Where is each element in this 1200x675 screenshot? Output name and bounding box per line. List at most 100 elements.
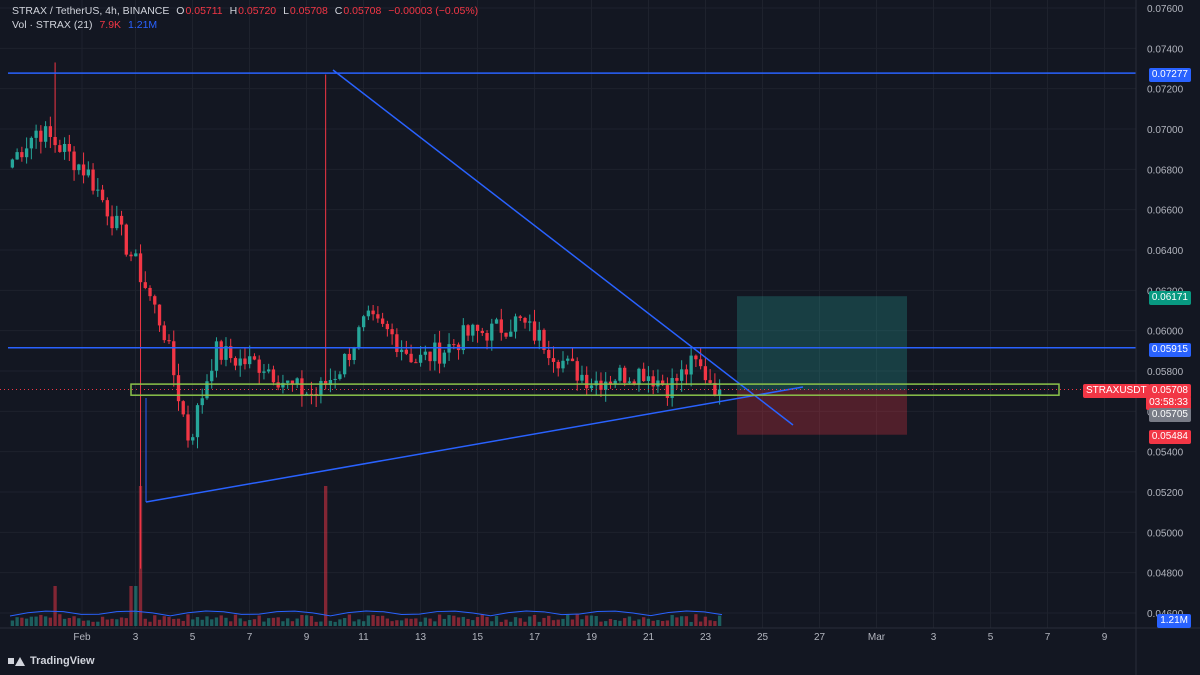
candle-body (300, 378, 304, 396)
candle-body (34, 130, 38, 138)
candle-body (580, 374, 584, 381)
volume-bar (608, 618, 613, 626)
candle-body (342, 353, 347, 375)
target-price-tag: 0.06171 (1148, 291, 1191, 305)
candle-body (703, 366, 708, 381)
volume-bar (342, 618, 347, 626)
volume-bar (423, 617, 427, 626)
candle-body (81, 164, 86, 176)
volume-bar (67, 617, 71, 626)
volume-bar (713, 621, 717, 626)
descending-trendline[interactable] (332, 69, 794, 426)
candle-body (504, 332, 508, 337)
take-profit-zone[interactable] (737, 296, 907, 391)
volume-bar (162, 616, 166, 626)
volume-bar (376, 616, 380, 626)
volume-bar (589, 615, 594, 626)
volume-bar (404, 618, 409, 626)
candle-body (153, 296, 157, 305)
candle-body (257, 359, 261, 373)
time-tick-label: 7 (247, 632, 253, 643)
time-tick-label: 5 (988, 632, 994, 643)
candle-body (708, 380, 712, 383)
volume-bar (418, 621, 423, 626)
time-tick-label: 9 (1102, 632, 1108, 643)
time-tick-label: 23 (700, 632, 712, 643)
volume-bar (229, 621, 233, 626)
candle-body (585, 374, 589, 389)
candle-body (679, 369, 684, 381)
volume-bar (134, 586, 138, 626)
candle-body (547, 349, 551, 359)
candle-body (509, 331, 513, 337)
resistance-mid-tag: 0.05915 (1148, 343, 1191, 357)
volume-bar (471, 620, 475, 626)
volume-bar (537, 621, 541, 626)
volume-bar (86, 620, 90, 626)
volume-bar (442, 618, 446, 626)
candle-body (229, 346, 233, 359)
price-tick-label: 0.07600 (1147, 4, 1184, 15)
candle-body (594, 380, 598, 386)
candle-body (485, 333, 489, 341)
candle-body (224, 346, 228, 360)
ascending-trendline[interactable] (145, 386, 804, 503)
price-tick-label: 0.06800 (1147, 165, 1184, 176)
candle-body (466, 325, 470, 336)
candle-body (53, 136, 57, 146)
candle-body (452, 344, 456, 346)
candle-body (200, 398, 204, 406)
volume-value: 7.9K (99, 19, 122, 31)
time-tick-label: Mar (868, 632, 886, 643)
volume-bar (238, 618, 242, 626)
tradingview-logo[interactable]: TradingView (8, 655, 95, 667)
candle-body (608, 381, 613, 384)
volume-bar (513, 617, 518, 626)
volume-bar (129, 586, 133, 626)
volume-bar (556, 619, 560, 626)
volume-bar (637, 619, 641, 626)
candle-body (556, 361, 560, 369)
candle-body (646, 376, 651, 382)
candle-body (404, 349, 409, 354)
volume-bar (352, 621, 356, 626)
stop-loss-zone[interactable] (737, 390, 907, 435)
volume-bar (532, 614, 537, 626)
volume-bar (148, 621, 152, 626)
time-tick-label: 11 (358, 632, 369, 643)
support-zone-box[interactable] (130, 383, 1060, 396)
volume-bar (433, 621, 437, 626)
candle-body (395, 334, 399, 353)
candle-body (637, 368, 641, 385)
candle-body (167, 340, 171, 342)
price-tick-label: 0.05000 (1147, 528, 1184, 539)
volume-bar (703, 616, 708, 626)
volume-bar (262, 621, 266, 626)
volume-bar (181, 620, 185, 626)
volume-legend[interactable]: Vol · STRAX (21) 7.9K 1.21M (12, 19, 161, 31)
candle-body (490, 323, 494, 341)
candle-body (551, 358, 556, 362)
candle-body (29, 137, 34, 149)
volume-bar (286, 618, 290, 626)
volume-ma-value: 1.21M (127, 19, 158, 31)
candle-body (390, 329, 394, 335)
candle-body (366, 310, 371, 317)
candle-body (238, 358, 242, 366)
volume-bar (414, 618, 418, 626)
price-tick-label: 0.07400 (1147, 44, 1184, 55)
candle-body (437, 342, 442, 364)
candle-body (48, 126, 53, 137)
volume-bar (661, 621, 665, 626)
volume-bar (20, 617, 24, 626)
volume-ma-line (9, 610, 723, 617)
candle-body (290, 380, 295, 385)
candle-body (20, 152, 24, 158)
symbol-legend[interactable]: STRAX / TetherUS, 4h, BINANCE O0.05711 H… (12, 5, 482, 17)
close-label: C (334, 5, 343, 17)
candle-body (528, 321, 532, 323)
candle-body (267, 369, 271, 372)
candle-body (124, 224, 128, 255)
